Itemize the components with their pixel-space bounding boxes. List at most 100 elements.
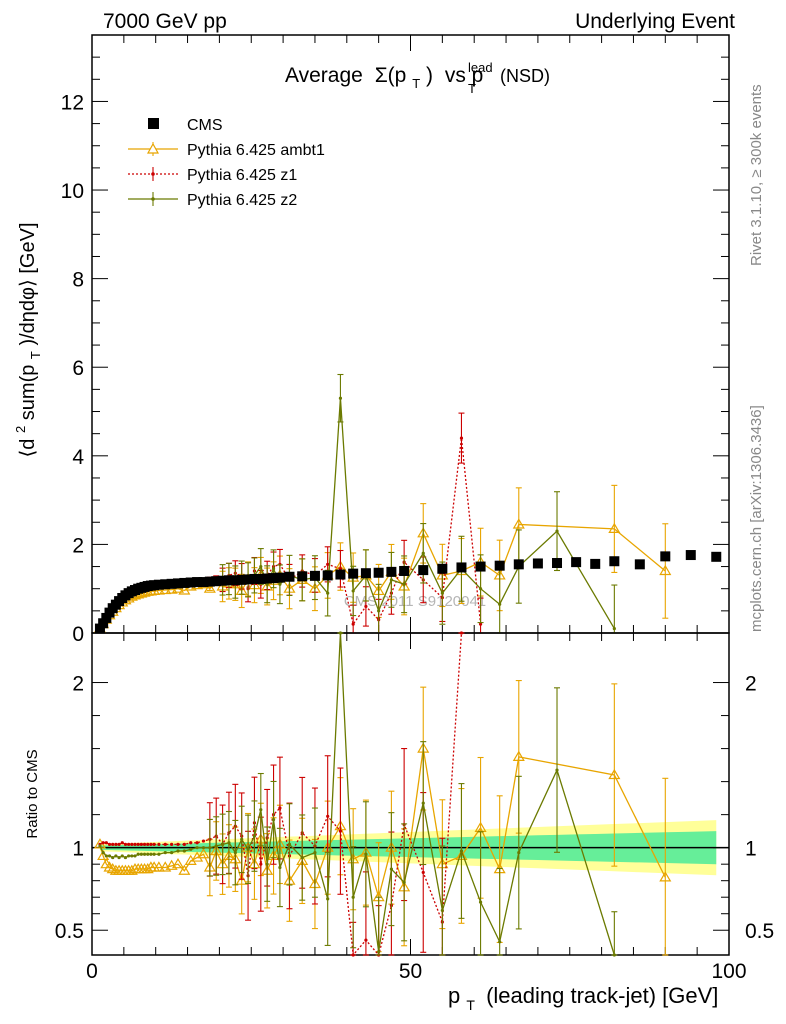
data-point [373, 567, 384, 578]
ratio-point [117, 842, 121, 846]
ratio-point [259, 862, 263, 866]
ratio-point [146, 852, 150, 856]
watermark: CMS 2011 S9120041 [344, 593, 486, 610]
ratio-point [555, 768, 559, 772]
data-point [185, 577, 196, 588]
ratio-point [139, 842, 143, 846]
data-point [94, 623, 105, 634]
ratio-point [235, 874, 248, 885]
data-point [608, 522, 621, 534]
data-point [262, 573, 273, 584]
main-y-tick-label: 0 [72, 623, 84, 646]
ratio-point [287, 842, 292, 846]
data-point [326, 562, 330, 566]
main-y-tick-label: 6 [72, 357, 84, 380]
data-point [494, 560, 505, 571]
ylabel-open: ⟨d [17, 439, 39, 458]
main-series [93, 373, 722, 634]
ratio-y-tick-label: 1 [72, 838, 84, 861]
ratio-point [377, 950, 381, 954]
ratio-point [459, 631, 464, 635]
data-point [478, 622, 483, 626]
data-point [440, 591, 444, 595]
ylabel-mid: sum(p [17, 365, 39, 421]
ratio-point [114, 842, 118, 846]
data-point [284, 571, 295, 582]
data-point [271, 567, 276, 571]
ratio-point [182, 842, 186, 846]
ratio-point [459, 849, 464, 853]
main-y-tick-label: 2 [72, 534, 84, 557]
main-y-label: ⟨d 2 sum(p T )/dηdφ⟩ [GeV] [13, 223, 43, 458]
data-point [192, 577, 203, 588]
data-point [364, 604, 368, 609]
ratio-point [142, 842, 147, 846]
ratio-point [176, 842, 180, 846]
ratio-x-ticks: 0 50 100 [86, 633, 747, 983]
ratio-y-tick-label-right: 2 [745, 673, 757, 696]
ratio-point [133, 854, 137, 858]
data-point [351, 622, 355, 626]
ratio-point [114, 854, 118, 858]
legend-marker [151, 172, 155, 176]
data-point [612, 626, 616, 631]
ratio-series-line [99, 632, 615, 956]
data-point [555, 529, 559, 533]
ratio-point [517, 851, 521, 855]
ratio-point [136, 842, 140, 846]
data-point [230, 575, 241, 586]
data-point [377, 609, 381, 613]
data-point [153, 579, 164, 590]
ratio-point [127, 842, 131, 846]
x-tick-label: 0 [86, 960, 98, 983]
ratio-point [208, 846, 212, 850]
data-point [335, 569, 346, 580]
data-point [255, 573, 266, 584]
data-point [172, 578, 183, 589]
legend: CMS Pythia 6.425 ambt1 Pythia 6.425 z1 Pyth… [128, 117, 325, 209]
ratio-point [130, 842, 134, 846]
ratio-point [421, 870, 425, 875]
ratio-point [195, 846, 199, 850]
data-point [437, 563, 448, 574]
ratio-point [197, 848, 210, 859]
ratio-plot: 0.5 0.5 1 1 2 2 0 50 100 [55, 631, 774, 983]
ratio-point [246, 847, 250, 851]
ratio-point [101, 841, 105, 845]
svg-text:p T (leading track: p T (leading track-jet) [GeV] [448, 983, 718, 1015]
data-point [513, 559, 524, 570]
ratio-point [227, 841, 231, 845]
ratio-point [178, 864, 191, 875]
ratio-point [104, 841, 108, 845]
ratio-point [171, 857, 185, 869]
x-tick-label: 50 [399, 960, 422, 983]
data-point [475, 561, 486, 572]
legend-label: Pythia 6.425 z2 [187, 192, 297, 209]
data-point [160, 579, 171, 590]
data-point [278, 582, 282, 586]
ratio-point [106, 862, 119, 874]
ratio-point [338, 829, 343, 833]
chart-title: Average Σ(p T ) vs p lead T (NSD) [285, 60, 550, 96]
main-y-tick-label: 12 [61, 91, 84, 114]
data-point [685, 550, 696, 561]
data-point [309, 570, 320, 581]
source-label: mcplots.cern.ch [arXiv:1306.3436] [748, 405, 765, 632]
ratio-point [313, 851, 317, 855]
data-point [198, 577, 209, 588]
data-point [166, 578, 177, 589]
data-point [459, 436, 464, 440]
ratio-point [201, 839, 206, 843]
ratio-frame [91, 632, 730, 956]
ratio-point [220, 842, 225, 846]
ratio-point [182, 849, 186, 853]
ratio-point [104, 854, 108, 858]
main-y-tick-label: 4 [72, 446, 84, 469]
ratio-point [142, 852, 147, 856]
ratio-point [136, 852, 140, 856]
data-point [609, 556, 620, 567]
ratio-point [612, 953, 616, 957]
legend-marker [151, 197, 155, 201]
data-point [322, 570, 333, 581]
